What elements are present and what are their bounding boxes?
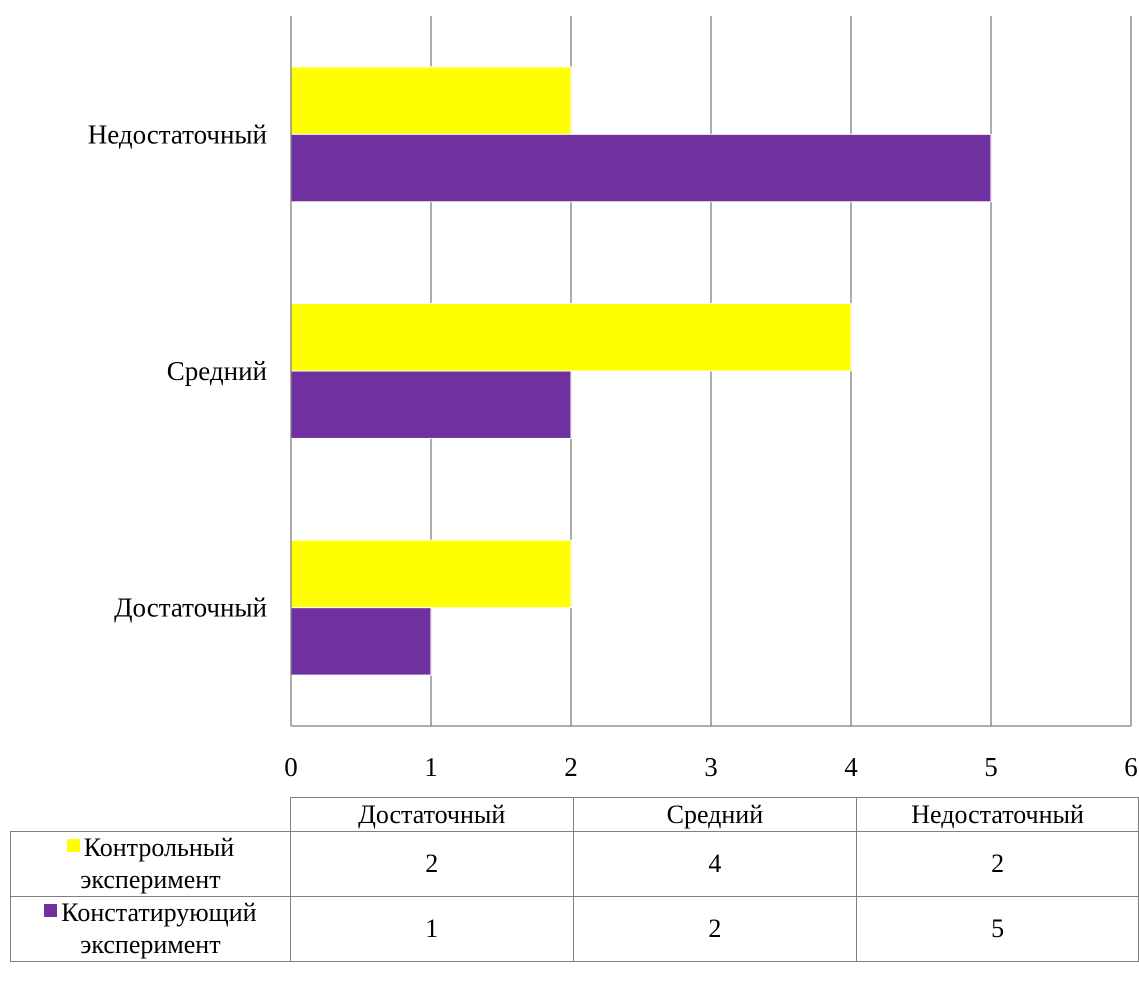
legend-swatch-purple: [44, 904, 58, 917]
axis: [290, 16, 1131, 727]
category-label: Достаточный: [114, 593, 267, 623]
data-table: Достаточный Средний Недостаточный Контро…: [10, 797, 1139, 962]
x-tick-label: 3: [704, 752, 718, 782]
category-label: Недостаточный: [88, 119, 267, 149]
bar-ascertaining-0: [290, 607, 432, 676]
table-header-cell: Недостаточный: [856, 797, 1139, 832]
category-label: Средний: [167, 356, 267, 386]
legend-swatch-yellow: [66, 839, 80, 852]
x-tick-label: 6: [1124, 752, 1138, 782]
table-cell: 5: [856, 896, 1139, 962]
bar-chart: 0 1 2 3 4 5 6 Достаточный Средний Недостаточный: [88, 16, 1138, 782]
x-tick-label: 1: [424, 752, 438, 782]
x-tick-labels: 0 1 2 3 4 5 6: [284, 752, 1138, 782]
series-label-line2: эксперимент: [80, 930, 221, 959]
series-label-cell: Контрольный эксперимент: [10, 831, 291, 897]
table-cell: 2: [856, 831, 1139, 897]
x-tick-label: 4: [844, 752, 858, 782]
category-labels: Достаточный Средний Недостаточный: [88, 119, 267, 622]
x-tick-label: 5: [984, 752, 998, 782]
table-cell: 2: [289, 831, 574, 897]
table-corner: [10, 797, 291, 832]
series-label-line1: Контрольный: [83, 833, 235, 862]
table-header-cell: Средний: [572, 797, 858, 832]
bar-control-0: [290, 539, 572, 609]
bar-ascertaining-2: [290, 133, 992, 203]
bar-control-2: [290, 66, 572, 135]
table-cell: 2: [572, 896, 858, 962]
bar-control-1: [290, 303, 852, 372]
x-tick-label: 0: [284, 752, 298, 782]
table-header-cell: Достаточный: [289, 797, 574, 832]
bar-ascertaining-1: [290, 370, 572, 439]
table-header-row: Достаточный Средний Недостаточный: [10, 797, 1139, 832]
table-row: Констатирующий эксперимент 1 2 5: [10, 896, 1139, 962]
table-cell: 1: [289, 896, 574, 962]
x-tick-label: 2: [564, 752, 578, 782]
table-row: Контрольный эксперимент 2 4 2: [10, 831, 1139, 897]
series-label-cell: Констатирующий эксперимент: [10, 896, 291, 962]
bars: [290, 66, 992, 676]
series-label-line2: эксперимент: [80, 865, 221, 894]
table-cell: 4: [572, 831, 858, 897]
series-label-line1: Констатирующий: [61, 898, 257, 927]
